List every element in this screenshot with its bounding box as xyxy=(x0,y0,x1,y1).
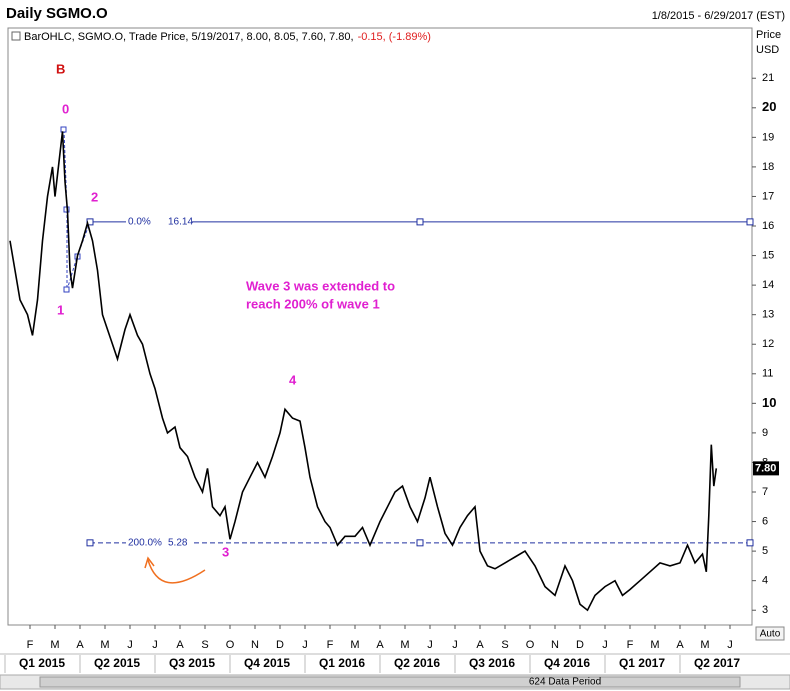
arrow xyxy=(147,559,206,584)
x-tick-label: J xyxy=(152,639,158,651)
y-tick-label: 18 xyxy=(762,161,774,173)
quarter-label: Q1 2017 xyxy=(619,656,665,670)
chart-title: Daily SGMO.O xyxy=(6,5,108,22)
y-tick-label: 13 xyxy=(762,309,774,321)
annotation: 1 xyxy=(57,302,64,317)
fib-handle xyxy=(86,218,94,226)
y-tick-label: 3 xyxy=(762,604,768,616)
x-tick-label: J xyxy=(302,639,308,651)
x-tick-label: N xyxy=(551,639,559,651)
fib-handle xyxy=(746,539,754,547)
quarter-label: Q2 2017 xyxy=(694,656,740,670)
annotation: 3 xyxy=(222,544,229,559)
quarter-label: Q3 2015 xyxy=(169,656,215,670)
y-axis-label: Price xyxy=(756,29,781,41)
arrow-head xyxy=(144,556,155,569)
auto-label: Auto xyxy=(760,629,781,640)
x-tick-label: M xyxy=(50,639,59,651)
x-tick-label: D xyxy=(576,639,584,651)
x-tick-label: J xyxy=(127,639,133,651)
y-tick-label: 14 xyxy=(762,279,774,291)
x-tick-label: F xyxy=(327,639,334,651)
x-tick-label: M xyxy=(650,639,659,651)
annotation: 0 xyxy=(62,101,69,116)
x-tick-label: S xyxy=(501,639,508,651)
legend-change: -0.15, (-1.89%) xyxy=(358,31,431,43)
x-tick-label: D xyxy=(276,639,284,651)
x-tick-label: A xyxy=(176,639,184,651)
last-price-label: 7.80 xyxy=(755,462,776,474)
fib-handle xyxy=(86,539,94,547)
annotation: reach 200% of wave 1 xyxy=(246,296,380,311)
legend-text: BarOHLC, SGMO.O, Trade Price, 5/19/2017,… xyxy=(24,31,354,43)
x-tick-label: F xyxy=(27,639,34,651)
quarter-label: Q3 2016 xyxy=(469,656,515,670)
x-tick-label: J xyxy=(452,639,458,651)
auto-button[interactable] xyxy=(755,626,785,641)
x-tick-label: M xyxy=(350,639,359,651)
x-tick-label: S xyxy=(201,639,208,651)
quarter-label: Q2 2016 xyxy=(394,656,440,670)
y-axis-label: USD xyxy=(756,44,779,56)
data-period: 624 Data Period xyxy=(529,677,601,688)
y-tick-label: 21 xyxy=(762,72,774,84)
quarter-label: Q1 2015 xyxy=(19,656,65,670)
fib-label: 0.0% xyxy=(128,217,151,228)
fib-bg xyxy=(126,536,192,549)
x-tick-label: O xyxy=(226,639,235,651)
x-tick-label: F xyxy=(627,639,634,651)
fib-value: 5.28 xyxy=(168,537,188,548)
last-price-box xyxy=(753,461,779,476)
x-tick-label: M xyxy=(100,639,109,651)
y-tick-label: 12 xyxy=(762,338,774,350)
fib-value: 16.14 xyxy=(168,217,193,228)
handle xyxy=(60,126,67,133)
annotation: B xyxy=(56,61,65,76)
annotation: Wave 3 was extended to xyxy=(246,278,395,293)
annotation: 4 xyxy=(289,372,297,387)
y-tick-label: 7 xyxy=(762,486,768,498)
x-tick-label: M xyxy=(400,639,409,651)
x-tick-label: A xyxy=(376,639,384,651)
y-tick-label: 9 xyxy=(762,427,768,439)
x-tick-label: J xyxy=(427,639,433,651)
annotation: 2 xyxy=(91,189,98,204)
y-tick-label: 19 xyxy=(762,131,774,143)
y-tick-label: 20 xyxy=(762,99,776,114)
quarter-label: Q4 2016 xyxy=(544,656,590,670)
x-tick-label: A xyxy=(476,639,484,651)
quarter-label: Q2 2015 xyxy=(94,656,140,670)
y-tick-label: 10 xyxy=(762,395,776,410)
quarter-label: Q1 2016 xyxy=(319,656,365,670)
fib-label: 200.0% xyxy=(128,537,162,548)
handle xyxy=(63,286,70,293)
scroll-thumb[interactable] xyxy=(39,676,741,688)
y-tick-label: 11 xyxy=(762,368,773,380)
legend-icon xyxy=(11,31,21,41)
fib-handle xyxy=(746,218,754,226)
y-tick-label: 17 xyxy=(762,190,774,202)
fib-handle xyxy=(416,218,424,226)
date-range: 1/8/2015 - 6/29/2017 (EST) xyxy=(652,10,785,22)
x-tick-label: J xyxy=(727,639,733,651)
fib-bg xyxy=(126,215,192,228)
fib-handle xyxy=(416,539,424,547)
y-tick-label: 15 xyxy=(762,249,774,261)
x-tick-label: J xyxy=(602,639,608,651)
x-tick-label: M xyxy=(700,639,709,651)
x-tick-label: A xyxy=(676,639,684,651)
y-tick-label: 5 xyxy=(762,545,768,557)
legend: BarOHLC, SGMO.O, Trade Price, 5/19/2017,… xyxy=(24,31,431,43)
price-line xyxy=(9,131,718,612)
x-tick-label: A xyxy=(76,639,84,651)
y-tick-label: 16 xyxy=(762,220,774,232)
x-tick-label: O xyxy=(526,639,535,651)
y-tick-label: 4 xyxy=(762,575,768,587)
quarter-label: Q4 2015 xyxy=(244,656,290,670)
y-tick-label: 6 xyxy=(762,515,768,527)
x-tick-label: N xyxy=(251,639,259,651)
